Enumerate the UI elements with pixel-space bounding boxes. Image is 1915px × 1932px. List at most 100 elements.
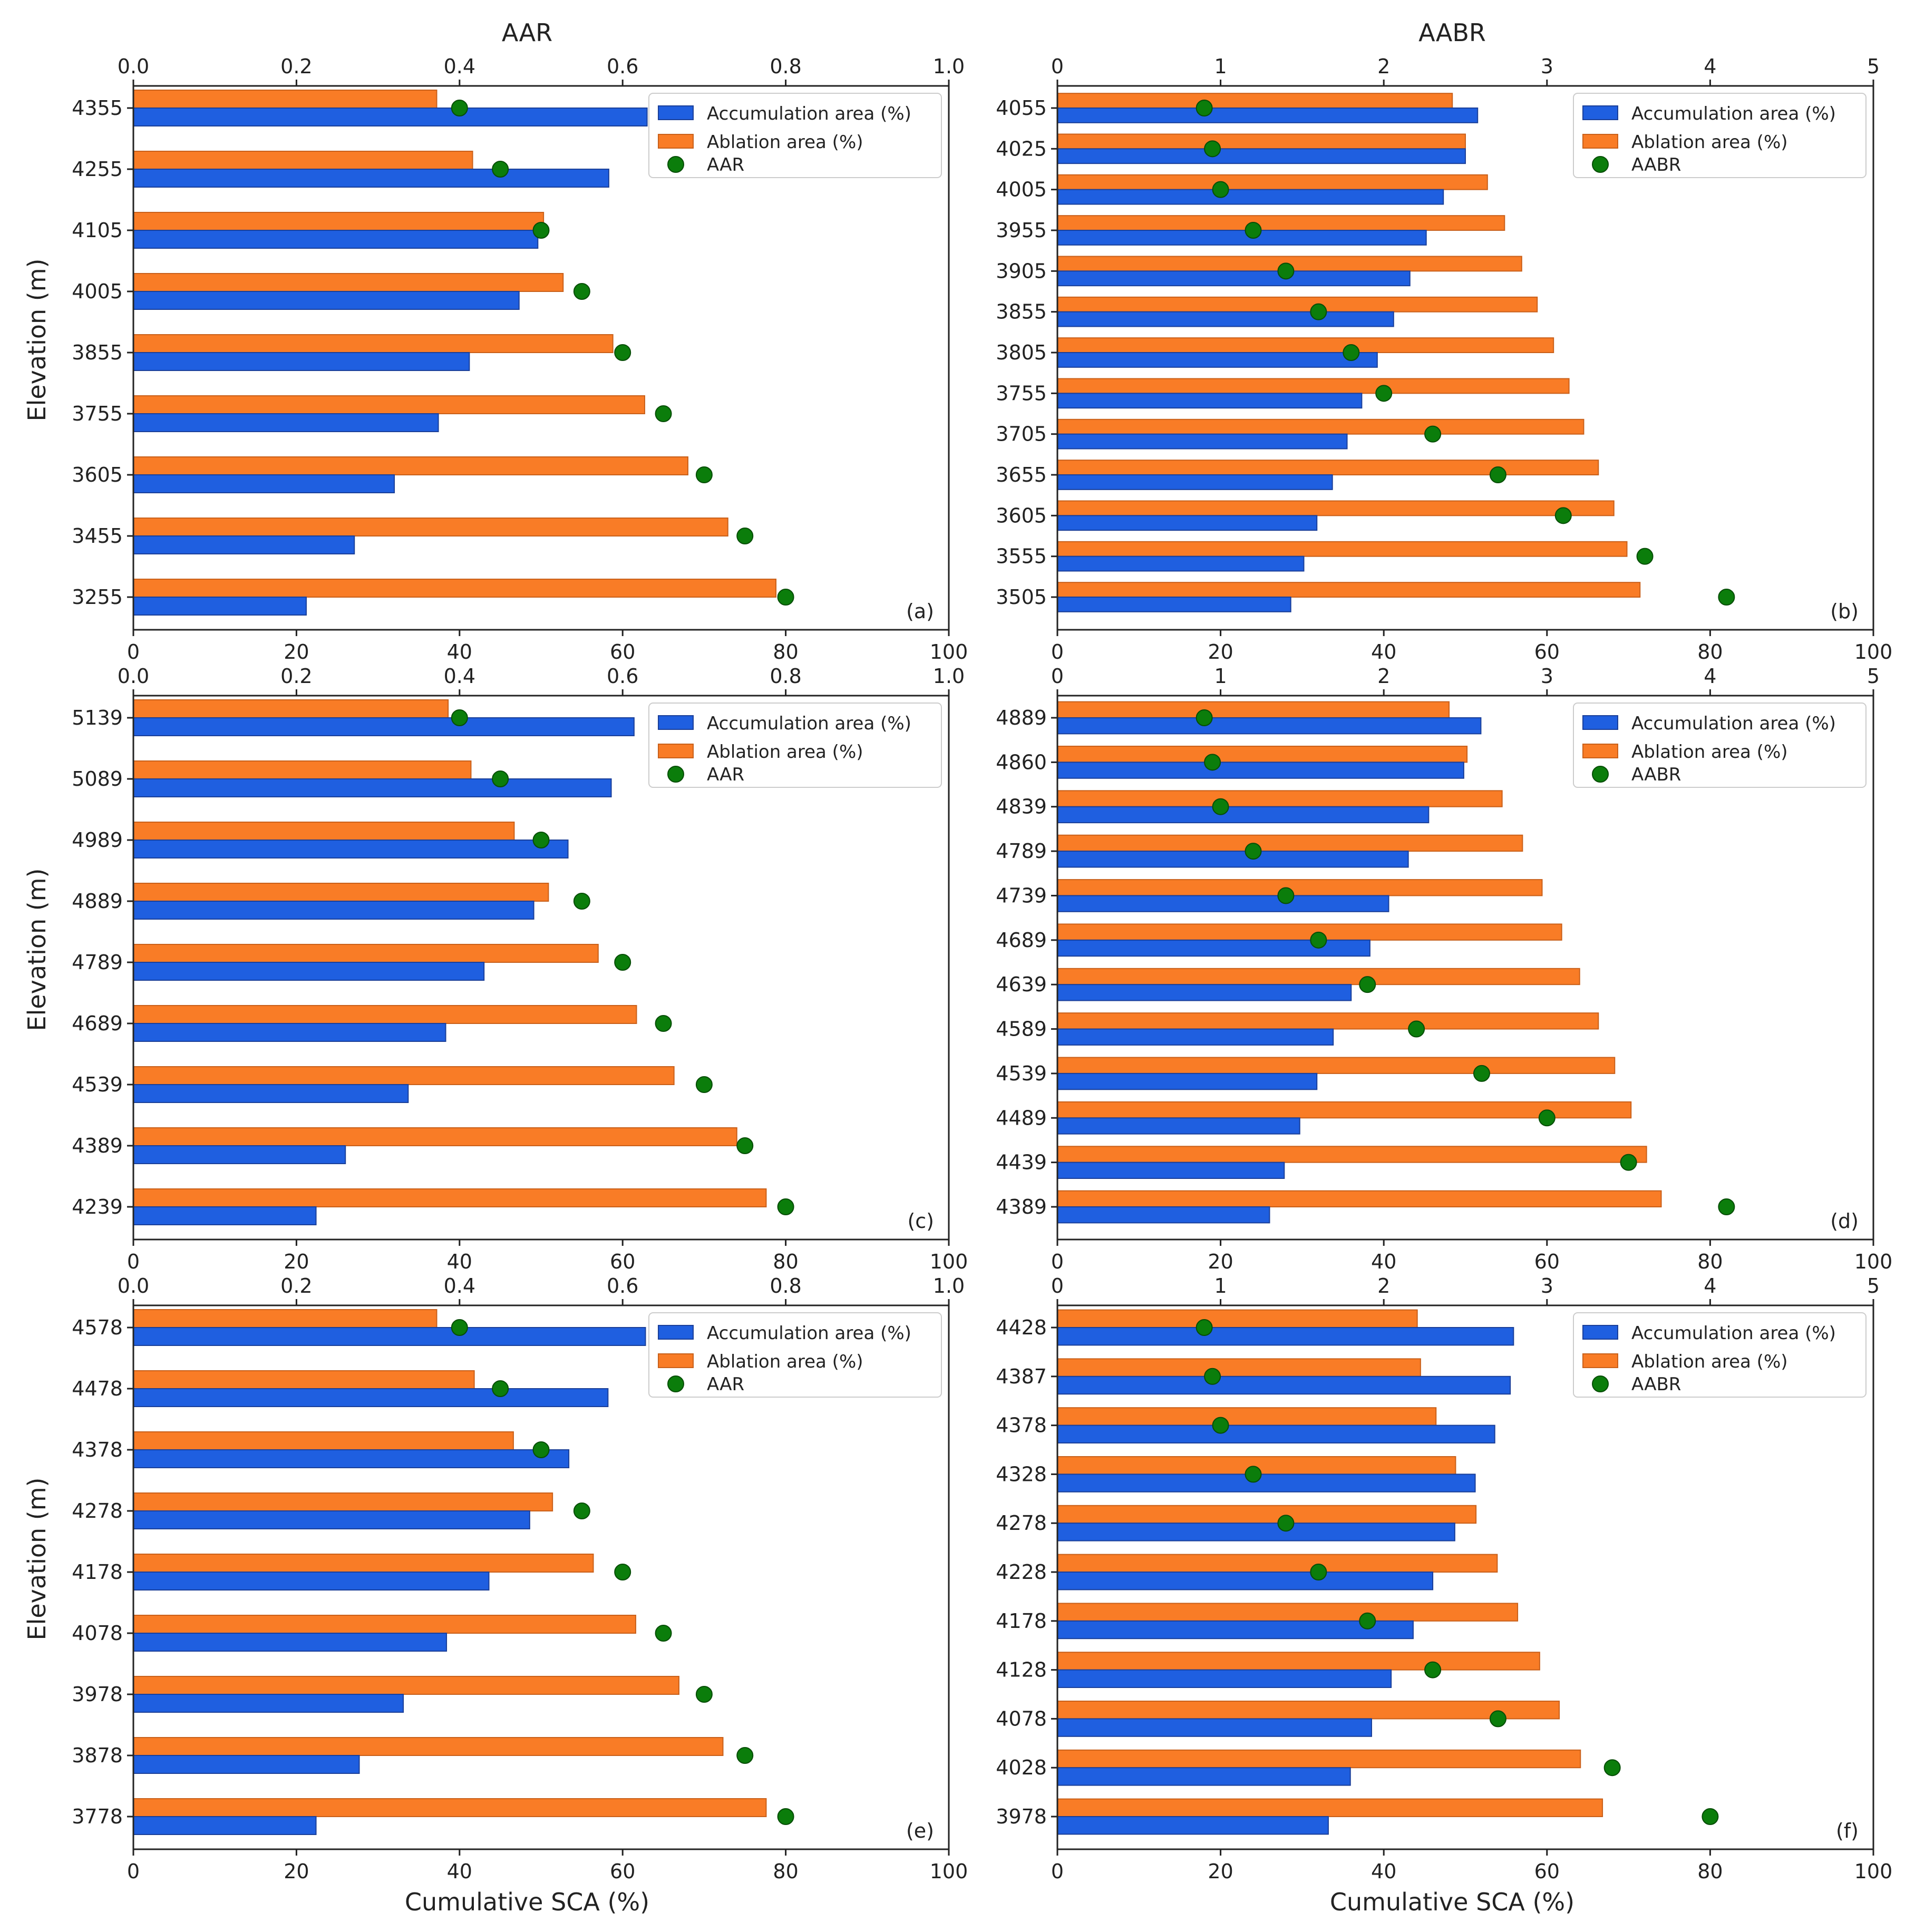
legend-swatch-accumulation <box>1582 105 1618 120</box>
panel-label: (a) <box>906 600 934 623</box>
accumulation-bar <box>133 108 648 126</box>
ratio-marker <box>1424 1661 1442 1679</box>
accumulation-bar <box>1057 189 1444 205</box>
accumulation-bar <box>133 169 609 188</box>
x-tick-label-bottom: 20 <box>1208 1860 1233 1883</box>
y-tick-label: 4539 <box>996 1062 1047 1085</box>
ablation-bar <box>133 395 645 414</box>
accumulation-bar <box>1057 1620 1414 1640</box>
x-tick-label-top: 5 <box>1867 1274 1880 1297</box>
accumulation-bar <box>133 1816 317 1835</box>
ablation-bar <box>1057 1101 1632 1119</box>
ratio-marker <box>736 1747 754 1764</box>
y-tick-label: 4689 <box>996 929 1047 952</box>
legend-label-marker: AAR <box>707 764 744 785</box>
accumulation-bar <box>133 1145 346 1164</box>
y-tick-label: 4389 <box>72 1134 123 1157</box>
x-tick-label-bottom: 20 <box>1208 1250 1233 1273</box>
ablation-bar <box>1057 337 1554 353</box>
y-tick-label: 3855 <box>72 341 123 364</box>
x-axis-title-right: Cumulative SCA (%) <box>1330 1888 1574 1916</box>
ratio-marker <box>573 283 590 300</box>
ratio-marker <box>451 100 468 116</box>
y-tick-label: 4355 <box>72 96 123 120</box>
ratio-marker <box>1702 1808 1719 1825</box>
legend-swatch-marker <box>1592 1375 1609 1392</box>
ablation-bar <box>133 883 549 902</box>
ratio-marker <box>1603 1759 1621 1777</box>
y-tick-label: 4005 <box>996 178 1047 201</box>
x-tick-label-top: 0.2 <box>280 1274 312 1297</box>
ablation-bar <box>133 699 449 718</box>
y-tick-label: 4860 <box>996 750 1047 774</box>
accumulation-bar <box>133 717 635 736</box>
ratio-marker <box>777 1808 794 1825</box>
accumulation-bar <box>1057 1327 1514 1346</box>
y-tick-label: 4489 <box>996 1106 1047 1129</box>
ratio-marker <box>695 1686 713 1703</box>
ablation-bar <box>1057 701 1450 719</box>
accumulation-bar <box>133 1388 609 1407</box>
y-tick-label: 3555 <box>996 545 1047 568</box>
y-tick-label: 3655 <box>996 463 1047 486</box>
legend-label-ablation: Ablation area (%) <box>1631 741 1788 763</box>
ablation-bar <box>133 1798 767 1817</box>
legend-label-marker: AABR <box>1631 154 1681 175</box>
x-tick-label-top: 0.2 <box>280 665 312 688</box>
x-tick-label-top: 1.0 <box>933 1274 965 1297</box>
accumulation-bar <box>1057 1523 1455 1541</box>
ablation-bar <box>1057 1190 1662 1208</box>
legend-box <box>1573 93 1867 178</box>
y-tick-label: 4889 <box>996 706 1047 729</box>
ablation-bar <box>1057 1700 1560 1720</box>
top-axis-title-aabr: AABR <box>1418 18 1486 47</box>
y-tick-label: 4239 <box>72 1195 123 1218</box>
accumulation-bar <box>1057 1117 1300 1135</box>
accumulation-bar <box>1057 597 1291 612</box>
x-tick-label-bottom: 0 <box>127 1860 140 1883</box>
legend-swatch-ablation <box>1582 744 1618 758</box>
ablation-bar <box>133 518 728 536</box>
legend-swatch-marker <box>667 1375 684 1392</box>
accumulation-bar <box>133 1206 317 1225</box>
ablation-bar <box>133 90 438 109</box>
y-tick-label: 3605 <box>996 504 1047 527</box>
x-tick-label-top: 1 <box>1214 665 1227 688</box>
y-tick-label: 4055 <box>996 96 1047 120</box>
y-tick-label: 4278 <box>996 1511 1047 1535</box>
legend-swatch-marker <box>1592 156 1609 173</box>
legend-label-accumulation: Accumulation area (%) <box>707 103 911 124</box>
legend-swatch-accumulation <box>658 715 694 730</box>
ablation-bar <box>133 1066 675 1085</box>
y-tick-label: 4255 <box>72 158 123 181</box>
ratio-marker <box>1538 1109 1556 1127</box>
top-axis-title-aar: AAR <box>502 18 552 47</box>
accumulation-bar <box>1057 806 1430 824</box>
x-tick-label-top: 1.0 <box>933 665 965 688</box>
ratio-marker <box>573 893 590 910</box>
x-tick-label-top: 0.6 <box>607 55 638 78</box>
y-tick-label: 3978 <box>996 1805 1047 1828</box>
y-axis-title-top: Elevation (m) <box>23 259 51 422</box>
accumulation-bar <box>133 597 307 616</box>
ratio-marker <box>1277 887 1295 904</box>
ablation-bar <box>1057 296 1538 313</box>
y-tick-label: 4378 <box>72 1438 123 1461</box>
panel-label: (b) <box>1830 600 1859 623</box>
y-tick-label: 4589 <box>996 1018 1047 1041</box>
ablation-bar <box>133 1188 767 1207</box>
x-tick-label-top: 0.4 <box>444 55 475 78</box>
y-tick-label: 4989 <box>72 828 123 852</box>
ratio-marker <box>736 528 754 544</box>
ratio-marker <box>532 222 550 239</box>
legend-label-ablation: Ablation area (%) <box>707 1351 863 1372</box>
legend-swatch-marker <box>667 766 684 783</box>
legend-label-ablation: Ablation area (%) <box>707 741 863 763</box>
ratio-marker <box>1424 425 1442 443</box>
accumulation-bar <box>133 352 470 371</box>
accumulation-bar <box>1057 762 1464 779</box>
legend-label-ablation: Ablation area (%) <box>707 132 863 153</box>
accumulation-bar <box>133 840 569 858</box>
accumulation-bar <box>1057 1474 1476 1492</box>
y-tick-label: 3955 <box>996 219 1047 242</box>
